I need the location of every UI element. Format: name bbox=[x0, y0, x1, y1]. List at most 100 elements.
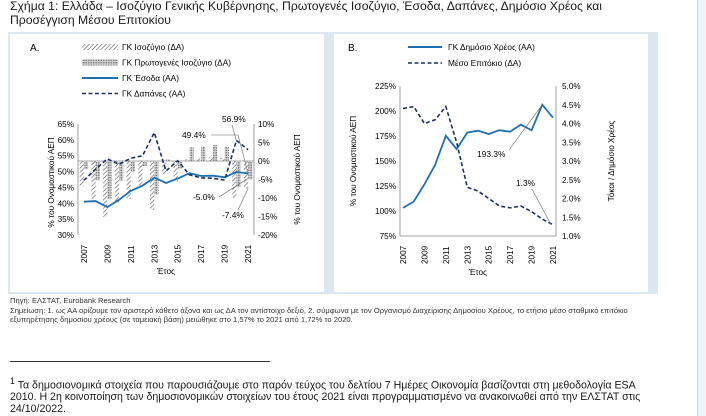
bar-balance bbox=[138, 161, 143, 186]
bar-balance bbox=[161, 161, 166, 175]
annotation-leader bbox=[237, 188, 249, 211]
bar-primary bbox=[248, 161, 253, 180]
x-tick-label: 2007 bbox=[80, 244, 89, 263]
left-tick-label: 55% bbox=[58, 152, 74, 161]
x-tick-label: 2011 bbox=[442, 246, 451, 264]
left-tick-label: 150% bbox=[375, 157, 396, 166]
x-tick-label: 2019 bbox=[221, 244, 230, 263]
left-tick-label: 175% bbox=[375, 132, 396, 141]
left-tick-label: 225% bbox=[375, 82, 396, 91]
annotation-debt: 193.3% bbox=[477, 149, 506, 159]
bar-balance bbox=[196, 158, 202, 161]
bar-primary bbox=[83, 161, 89, 170]
bar-balance bbox=[232, 161, 237, 198]
left-tick-label: 125% bbox=[375, 182, 396, 191]
annotation-rate: 1.3% bbox=[516, 178, 536, 188]
x-tick-label: 2015 bbox=[485, 245, 494, 264]
chart-b-svg: B. ΓΚ Δημόσιο Χρέος (ΑΑ) Μέσο Επιτόκιο (ΔΑ… bbox=[348, 42, 616, 277]
footnote-marker: 1 bbox=[10, 376, 15, 386]
bar-balance bbox=[150, 161, 155, 210]
legend-label: ΓΚ Δαπάνες (ΑΑ) bbox=[122, 89, 186, 99]
annotation-leader bbox=[531, 188, 552, 225]
right-tick-label: 0% bbox=[258, 157, 270, 166]
x-axis-title: Έτος bbox=[156, 267, 175, 276]
left-tick-label: 65% bbox=[58, 120, 74, 129]
legend-label: Μέσο Επιτόκιο (ΔΑ) bbox=[448, 58, 521, 68]
bar-primary bbox=[95, 161, 100, 181]
legend-swatch-balance bbox=[82, 44, 118, 50]
left-tick-label: 100% bbox=[375, 207, 396, 216]
bar-primary bbox=[142, 161, 147, 167]
panel-a: A. ΓΚ Ισοζύγιο (ΔΑ) ΓΚ Πρωτογενές Ισοζύγιο… bbox=[10, 34, 324, 292]
line-debt bbox=[402, 102, 554, 209]
right-tick-label: 4.0% bbox=[562, 120, 581, 129]
y-axis-title-right: % του Ονομαστικού ΑΕΠ bbox=[293, 134, 302, 224]
x-tick-label: 2021 bbox=[244, 244, 253, 263]
right-tick-label: 3.0% bbox=[562, 157, 581, 166]
footnote-text: Τα δημοσιονομικά στοιχεία που παρουσιάζο… bbox=[10, 379, 641, 415]
y-axis-title-right: Τόκοι / Δημόσιο Χρέος bbox=[607, 121, 616, 202]
right-tick-label: -5% bbox=[258, 176, 273, 185]
bar-primary bbox=[130, 161, 136, 173]
left-tick-label: 40% bbox=[58, 199, 74, 208]
bar-balance bbox=[91, 161, 96, 199]
line-expenditure bbox=[83, 130, 249, 182]
bar-balance bbox=[126, 161, 131, 200]
x-tick-label: 2021 bbox=[549, 245, 558, 264]
legend-swatch-primary bbox=[82, 59, 118, 66]
x-tick-label: 2019 bbox=[528, 245, 537, 264]
bar-primary bbox=[177, 161, 182, 169]
panel-b-label: B. bbox=[348, 43, 357, 54]
bar-balance bbox=[114, 161, 120, 203]
bar-balance bbox=[79, 161, 84, 186]
bar-primary bbox=[107, 161, 112, 199]
annotation-leader bbox=[237, 134, 249, 174]
y-axis-title-left: % του Ονομαστικού ΑΕΠ bbox=[47, 137, 56, 227]
left-tick-label: 75% bbox=[380, 232, 396, 241]
bar-primary bbox=[166, 159, 171, 161]
x-tick-label: 2015 bbox=[174, 244, 183, 263]
left-tick-label: 200% bbox=[375, 107, 396, 116]
line-revenue bbox=[83, 170, 249, 209]
bar-primary bbox=[189, 147, 194, 161]
footnote-separator bbox=[10, 361, 270, 362]
bar-balance bbox=[103, 161, 108, 217]
x-tick-label: 2011 bbox=[127, 245, 136, 263]
panel-a-label: A. bbox=[30, 43, 39, 54]
right-tick-label: 3.5% bbox=[562, 138, 581, 147]
footnote: 1 Τα δημοσιονομικά στοιχεία που παρουσιά… bbox=[10, 376, 650, 415]
x-tick-label: 2013 bbox=[150, 244, 159, 263]
right-tick-label: 1.0% bbox=[562, 232, 581, 241]
left-tick-label: 30% bbox=[58, 231, 74, 240]
right-tick-label: 5.0% bbox=[562, 82, 581, 91]
figure-title: Σχήμα 1: Ελλάδα – Ισοζύγιο Γενικής Κυβέρ… bbox=[10, 0, 603, 27]
bar-balance bbox=[208, 157, 213, 161]
bar-primary bbox=[224, 146, 229, 161]
right-tick-label: 2.0% bbox=[562, 195, 581, 204]
annotation-leader bbox=[231, 124, 237, 141]
left-tick-label: 60% bbox=[58, 136, 74, 145]
x-tick-label: 2013 bbox=[463, 245, 472, 264]
bar-balance bbox=[173, 161, 178, 182]
left-tick-label: 45% bbox=[58, 183, 74, 192]
legend-label: ΓΚ Δημόσιο Χρέος (ΑΑ) bbox=[448, 42, 535, 52]
x-tick-label: 2009 bbox=[103, 244, 112, 263]
bar-primary bbox=[212, 145, 218, 161]
source-note: Πηγή: ΕΛΣΤΑΤ, Eurobank Research bbox=[10, 296, 131, 305]
right-tick-label: 2.5% bbox=[562, 176, 581, 185]
annotation-revenue: 49.4% bbox=[182, 130, 206, 140]
left-tick-label: 35% bbox=[58, 215, 74, 224]
bar-primary bbox=[201, 146, 206, 161]
right-tick-label: 1.5% bbox=[562, 213, 581, 222]
annotation-leader bbox=[508, 104, 543, 151]
line-rate bbox=[402, 104, 554, 226]
panel-b: B. ΓΚ Δημόσιο Χρέος (ΑΑ) Μέσο Επιτόκιο (ΔΑ… bbox=[334, 34, 648, 292]
bar-primary bbox=[236, 161, 241, 188]
right-tick-label: -10% bbox=[258, 194, 277, 203]
bar-primary bbox=[119, 161, 124, 181]
x-tick-label: 2007 bbox=[399, 245, 408, 264]
scrollbar[interactable] bbox=[697, 0, 706, 416]
remarks-note: Σημείωση: 1. ως ΑΑ ορίζουμε τον αριστερό… bbox=[10, 305, 628, 325]
legend-label: ΓΚ Έσοδα (ΑΑ) bbox=[122, 73, 179, 83]
chart-notes: Πηγή: ΕΛΣΤΑΤ, Eurobank Research Σημείωση… bbox=[10, 296, 660, 325]
